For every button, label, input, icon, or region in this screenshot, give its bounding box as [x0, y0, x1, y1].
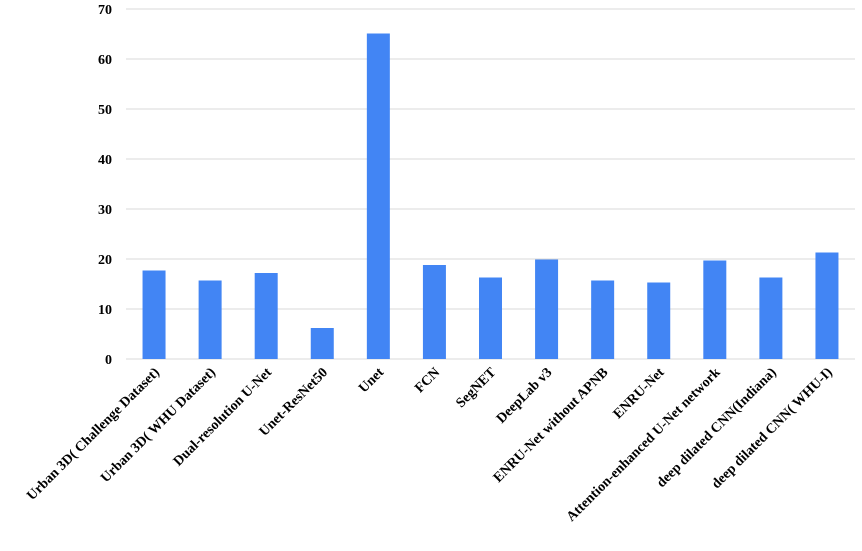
x-axis-category-labels: Urban 3D( Challenge Dataset)Urban 3D( WH…: [24, 365, 836, 525]
x-category-label: SegNET: [454, 365, 500, 411]
bar: [366, 33, 390, 359]
y-tick-label: 10: [98, 303, 112, 318]
x-category-label: Dual-resolution U-Net: [171, 365, 275, 469]
gridlines: [126, 8, 855, 360]
bars: [142, 33, 839, 359]
x-category-label: Urban 3D( WHU Dataset): [98, 365, 219, 486]
y-tick-label: 60: [98, 53, 112, 68]
x-category-label: deep dilated CNN( WHU-I): [709, 365, 836, 492]
bar: [422, 265, 446, 359]
bar: [815, 252, 839, 359]
y-tick-label: 30: [98, 203, 112, 218]
x-category-label: deep dilated CNN(Indiana): [654, 365, 780, 491]
x-category-label: ENRU-Net without APNB: [491, 365, 612, 486]
bar: [479, 277, 502, 359]
y-tick-label: 50: [98, 103, 112, 118]
x-category-label: DeepLab v3: [494, 365, 555, 426]
y-tick-label: 0: [105, 353, 112, 368]
bar: [759, 277, 783, 359]
x-category-label: FCN: [412, 365, 443, 396]
bar: [310, 328, 334, 359]
x-category-label: ENRU-Net: [611, 365, 668, 422]
bar: [591, 280, 615, 359]
bar: [703, 260, 727, 359]
bar: [254, 273, 278, 359]
bar: [198, 280, 222, 359]
y-tick-label: 70: [98, 3, 112, 18]
y-tick-label: 40: [98, 153, 112, 168]
bar: [142, 270, 166, 359]
bar: [647, 282, 671, 359]
x-category-label: Unet: [356, 365, 387, 396]
bar: [535, 259, 559, 359]
y-axis-tick-labels: 0 10 20 30 40 50 60 70: [98, 3, 112, 368]
y-tick-label: 20: [98, 253, 112, 268]
